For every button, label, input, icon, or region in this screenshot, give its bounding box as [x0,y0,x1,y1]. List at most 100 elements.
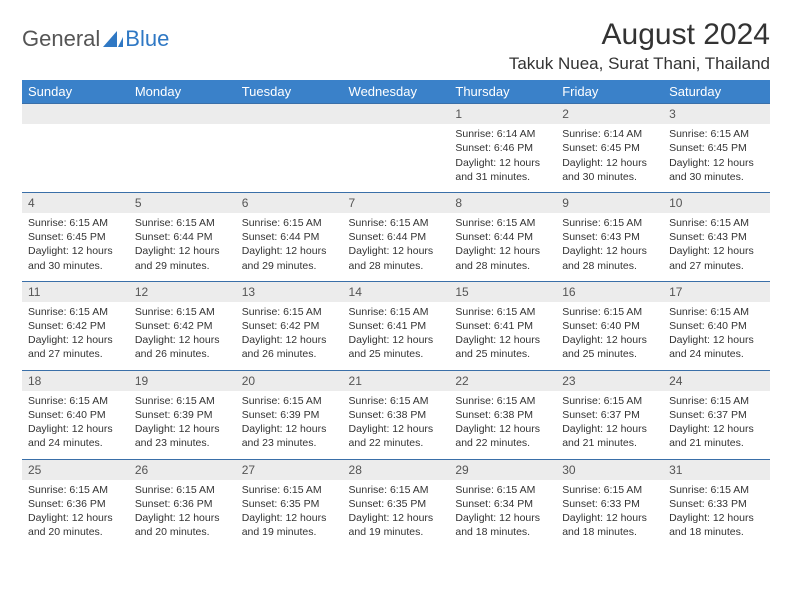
daylight-line: Daylight: 12 hours and 23 minutes. [135,422,230,450]
daylight-line: Daylight: 12 hours and 25 minutes. [455,333,550,361]
logo-text-general: General [22,26,100,52]
sunrise-line: Sunrise: 6:15 AM [28,305,123,319]
daylight-line: Daylight: 12 hours and 18 minutes. [455,511,550,539]
sunset-line: Sunset: 6:45 PM [28,230,123,244]
sunset-line: Sunset: 6:43 PM [669,230,764,244]
sunrise-line: Sunrise: 6:15 AM [455,305,550,319]
daylight-line: Daylight: 12 hours and 19 minutes. [242,511,337,539]
weekday-header: Wednesday [343,80,450,104]
sunset-line: Sunset: 6:45 PM [669,141,764,155]
calendar-table: SundayMondayTuesdayWednesdayThursdayFrid… [22,80,770,547]
calendar-week-row: 1Sunrise: 6:14 AMSunset: 6:46 PMDaylight… [22,104,770,193]
daylight-line: Daylight: 12 hours and 22 minutes. [455,422,550,450]
daylight-line: Daylight: 12 hours and 22 minutes. [349,422,444,450]
calendar-day-cell: 22Sunrise: 6:15 AMSunset: 6:38 PMDayligh… [449,370,556,459]
day-number: 29 [449,460,556,480]
sunrise-line: Sunrise: 6:15 AM [669,305,764,319]
daylight-line: Daylight: 12 hours and 25 minutes. [349,333,444,361]
day-body: Sunrise: 6:15 AMSunset: 6:40 PMDaylight:… [22,391,129,459]
day-number: 26 [129,460,236,480]
day-number: 19 [129,371,236,391]
daylight-line: Daylight: 12 hours and 28 minutes. [455,244,550,272]
calendar-day-cell: 20Sunrise: 6:15 AMSunset: 6:39 PMDayligh… [236,370,343,459]
calendar-day-cell: 2Sunrise: 6:14 AMSunset: 6:45 PMDaylight… [556,104,663,193]
location: Takuk Nuea, Surat Thani, Thailand [509,54,770,74]
sunrise-line: Sunrise: 6:15 AM [242,483,337,497]
day-body: Sunrise: 6:15 AMSunset: 6:44 PMDaylight:… [343,213,450,281]
day-body: Sunrise: 6:15 AMSunset: 6:41 PMDaylight:… [449,302,556,370]
sunset-line: Sunset: 6:36 PM [28,497,123,511]
sunrise-line: Sunrise: 6:15 AM [562,483,657,497]
sunset-line: Sunset: 6:44 PM [135,230,230,244]
daylight-line: Daylight: 12 hours and 24 minutes. [28,422,123,450]
calendar-empty-cell [129,104,236,193]
calendar-day-cell: 7Sunrise: 6:15 AMSunset: 6:44 PMDaylight… [343,192,450,281]
day-number: 1 [449,104,556,124]
calendar-day-cell: 3Sunrise: 6:15 AMSunset: 6:45 PMDaylight… [663,104,770,193]
day-number: 11 [22,282,129,302]
day-body: Sunrise: 6:15 AMSunset: 6:40 PMDaylight:… [663,302,770,370]
sunset-line: Sunset: 6:36 PM [135,497,230,511]
day-body: Sunrise: 6:15 AMSunset: 6:34 PMDaylight:… [449,480,556,548]
calendar-day-cell: 27Sunrise: 6:15 AMSunset: 6:35 PMDayligh… [236,459,343,547]
day-number: 3 [663,104,770,124]
day-number: 5 [129,193,236,213]
sunrise-line: Sunrise: 6:15 AM [669,483,764,497]
day-number: 9 [556,193,663,213]
day-number: 30 [556,460,663,480]
day-body [22,124,129,182]
daylight-line: Daylight: 12 hours and 19 minutes. [349,511,444,539]
sunset-line: Sunset: 6:44 PM [349,230,444,244]
day-number: 8 [449,193,556,213]
sunset-line: Sunset: 6:34 PM [455,497,550,511]
calendar-day-cell: 24Sunrise: 6:15 AMSunset: 6:37 PMDayligh… [663,370,770,459]
daylight-line: Daylight: 12 hours and 28 minutes. [562,244,657,272]
sunrise-line: Sunrise: 6:15 AM [349,483,444,497]
calendar-day-cell: 10Sunrise: 6:15 AMSunset: 6:43 PMDayligh… [663,192,770,281]
calendar-day-cell: 6Sunrise: 6:15 AMSunset: 6:44 PMDaylight… [236,192,343,281]
day-body: Sunrise: 6:14 AMSunset: 6:45 PMDaylight:… [556,124,663,192]
sunset-line: Sunset: 6:35 PM [349,497,444,511]
calendar-day-cell: 29Sunrise: 6:15 AMSunset: 6:34 PMDayligh… [449,459,556,547]
day-body: Sunrise: 6:15 AMSunset: 6:42 PMDaylight:… [22,302,129,370]
day-body: Sunrise: 6:15 AMSunset: 6:35 PMDaylight:… [343,480,450,548]
day-body: Sunrise: 6:15 AMSunset: 6:39 PMDaylight:… [129,391,236,459]
day-number [343,104,450,124]
calendar-day-cell: 28Sunrise: 6:15 AMSunset: 6:35 PMDayligh… [343,459,450,547]
daylight-line: Daylight: 12 hours and 21 minutes. [562,422,657,450]
sunset-line: Sunset: 6:40 PM [28,408,123,422]
day-body: Sunrise: 6:15 AMSunset: 6:36 PMDaylight:… [129,480,236,548]
day-body: Sunrise: 6:15 AMSunset: 6:33 PMDaylight:… [556,480,663,548]
sunrise-line: Sunrise: 6:15 AM [562,305,657,319]
day-body: Sunrise: 6:15 AMSunset: 6:45 PMDaylight:… [22,213,129,281]
sunrise-line: Sunrise: 6:15 AM [455,394,550,408]
day-number: 6 [236,193,343,213]
logo-sail-icon [103,31,123,47]
day-number: 18 [22,371,129,391]
day-body: Sunrise: 6:15 AMSunset: 6:44 PMDaylight:… [236,213,343,281]
day-body: Sunrise: 6:15 AMSunset: 6:44 PMDaylight:… [449,213,556,281]
sunset-line: Sunset: 6:46 PM [455,141,550,155]
day-number: 22 [449,371,556,391]
day-body: Sunrise: 6:15 AMSunset: 6:41 PMDaylight:… [343,302,450,370]
sunset-line: Sunset: 6:44 PM [242,230,337,244]
sunrise-line: Sunrise: 6:15 AM [135,483,230,497]
calendar-day-cell: 15Sunrise: 6:15 AMSunset: 6:41 PMDayligh… [449,281,556,370]
day-number: 20 [236,371,343,391]
sunrise-line: Sunrise: 6:15 AM [349,394,444,408]
day-number: 27 [236,460,343,480]
calendar-header-row: SundayMondayTuesdayWednesdayThursdayFrid… [22,80,770,104]
title-block: August 2024 Takuk Nuea, Surat Thani, Tha… [509,18,770,74]
day-body: Sunrise: 6:15 AMSunset: 6:35 PMDaylight:… [236,480,343,548]
day-number: 21 [343,371,450,391]
day-number: 23 [556,371,663,391]
day-number: 31 [663,460,770,480]
calendar-day-cell: 23Sunrise: 6:15 AMSunset: 6:37 PMDayligh… [556,370,663,459]
calendar-day-cell: 13Sunrise: 6:15 AMSunset: 6:42 PMDayligh… [236,281,343,370]
sunset-line: Sunset: 6:42 PM [135,319,230,333]
daylight-line: Daylight: 12 hours and 27 minutes. [28,333,123,361]
sunrise-line: Sunrise: 6:14 AM [562,127,657,141]
sunset-line: Sunset: 6:44 PM [455,230,550,244]
day-number: 10 [663,193,770,213]
day-body: Sunrise: 6:15 AMSunset: 6:42 PMDaylight:… [236,302,343,370]
